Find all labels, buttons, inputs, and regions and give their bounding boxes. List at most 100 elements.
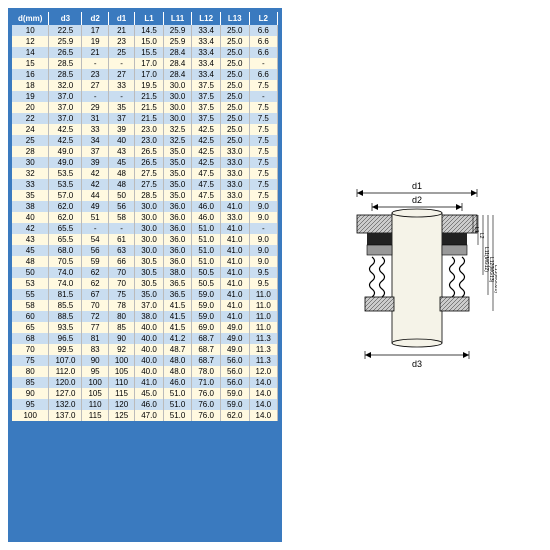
table-cell: 39: [82, 157, 108, 168]
table-cell: 11.0: [249, 289, 278, 300]
table-cell: 14.0: [249, 399, 278, 410]
table-cell: 110: [82, 399, 108, 410]
table-cell: 25.9: [163, 36, 192, 47]
table-cell: 66: [108, 256, 134, 267]
table-cell: 7.5: [249, 190, 278, 201]
table-cell: 33.0: [220, 212, 249, 223]
table-cell: 30: [12, 157, 49, 168]
table-cell: 25.0: [220, 91, 249, 102]
table-cell: 37.5: [192, 91, 221, 102]
col-header: L11: [163, 12, 192, 25]
table-cell: 67: [82, 289, 108, 300]
table-cell: 63: [108, 245, 134, 256]
table-cell: 93.5: [49, 322, 82, 333]
table-row: 4062.0515830.036.046.033.09.0: [12, 212, 278, 223]
table-cell: 74.0: [49, 278, 82, 289]
table-cell: 61: [108, 234, 134, 245]
table-cell: 7.5: [249, 179, 278, 190]
table-cell: 95: [82, 366, 108, 377]
table-cell: 81: [82, 333, 108, 344]
table-cell: 40: [12, 212, 49, 223]
table-cell: 14.0: [249, 410, 278, 421]
table-cell: 26.5: [49, 47, 82, 58]
dim-d2: d2: [412, 195, 422, 205]
table-cell: 7.5: [249, 113, 278, 124]
table-row: 80112.09510540.048.078.056.012.0: [12, 366, 278, 377]
table-cell: 27: [82, 80, 108, 91]
table-cell: 33: [12, 179, 49, 190]
table-cell: 28.4: [163, 69, 192, 80]
table-cell: 28.4: [163, 47, 192, 58]
table-cell: 37.5: [192, 80, 221, 91]
table-cell: 49.0: [49, 146, 82, 157]
table-cell: 90: [12, 388, 49, 399]
table-cell: 85: [108, 322, 134, 333]
table-cell: 50: [12, 267, 49, 278]
table-cell: 60: [12, 311, 49, 322]
table-cell: 14.5: [135, 25, 164, 36]
table-cell: 23: [82, 69, 108, 80]
table-cell: 9.0: [249, 245, 278, 256]
table-cell: 19: [82, 36, 108, 47]
table-cell: -: [249, 58, 278, 69]
table-cell: -: [82, 58, 108, 69]
table-cell: 53.5: [49, 179, 82, 190]
table-cell: 11.3: [249, 344, 278, 355]
table-cell: 80: [108, 311, 134, 322]
table-cell: 33.0: [220, 146, 249, 157]
table-cell: 25.9: [49, 36, 82, 47]
table-cell: 49.0: [220, 344, 249, 355]
table-cell: 27.5: [135, 179, 164, 190]
seal-diagram: d1 d2: [292, 8, 542, 542]
table-cell: 49.0: [49, 157, 82, 168]
table-cell: 70: [12, 344, 49, 355]
table-cell: 15.5: [135, 47, 164, 58]
table-cell: 32.5: [163, 124, 192, 135]
table-cell: 100: [82, 377, 108, 388]
table-cell: 21.5: [135, 102, 164, 113]
table-cell: 83: [82, 344, 108, 355]
table-cell: 56.0: [220, 355, 249, 366]
table-cell: 48.0: [163, 366, 192, 377]
table-cell: 41.0: [135, 377, 164, 388]
table-row: 4265.5--30.036.051.041.0-: [12, 223, 278, 234]
table-cell: 53: [12, 278, 49, 289]
table-cell: 38: [12, 201, 49, 212]
table-cell: 41.0: [220, 245, 249, 256]
table-cell: 38.0: [163, 267, 192, 278]
table-row: 3049.0394526.535.042.533.07.5: [12, 157, 278, 168]
table-cell: 37.5: [192, 102, 221, 113]
col-header: d1: [108, 12, 134, 25]
table-row: 5885.5707837.041.559.041.011.0: [12, 300, 278, 311]
table-cell: -: [108, 58, 134, 69]
table-cell: 115: [82, 410, 108, 421]
table-cell: 51.0: [163, 399, 192, 410]
table-cell: 120.0: [49, 377, 82, 388]
table-cell: 48: [108, 179, 134, 190]
table-cell: 56.0: [220, 366, 249, 377]
table-cell: 25.0: [220, 58, 249, 69]
table-cell: 24: [12, 124, 49, 135]
table-cell: 19.5: [135, 80, 164, 91]
table-cell: 41.0: [220, 267, 249, 278]
table-row: 6088.5728038.041.559.041.011.0: [12, 311, 278, 322]
table-cell: 41.0: [220, 300, 249, 311]
table-cell: 76.0: [192, 410, 221, 421]
table-cell: 41.0: [220, 278, 249, 289]
table-cell: 35.0: [163, 190, 192, 201]
table-cell: 51.0: [192, 223, 221, 234]
table-cell: 46.0: [135, 399, 164, 410]
table-cell: 6.6: [249, 69, 278, 80]
table-cell: 51: [82, 212, 108, 223]
table-cell: -: [249, 223, 278, 234]
table-cell: 17.0: [135, 58, 164, 69]
table-cell: 59: [82, 256, 108, 267]
dim-d1: d1: [412, 181, 422, 191]
col-header: L12: [192, 12, 221, 25]
table-cell: 46.0: [192, 212, 221, 223]
table-cell: 33.4: [192, 36, 221, 47]
table-cell: 30.0: [135, 223, 164, 234]
table-cell: 35.0: [163, 146, 192, 157]
table-cell: 42.5: [192, 146, 221, 157]
table-cell: 59.0: [220, 399, 249, 410]
